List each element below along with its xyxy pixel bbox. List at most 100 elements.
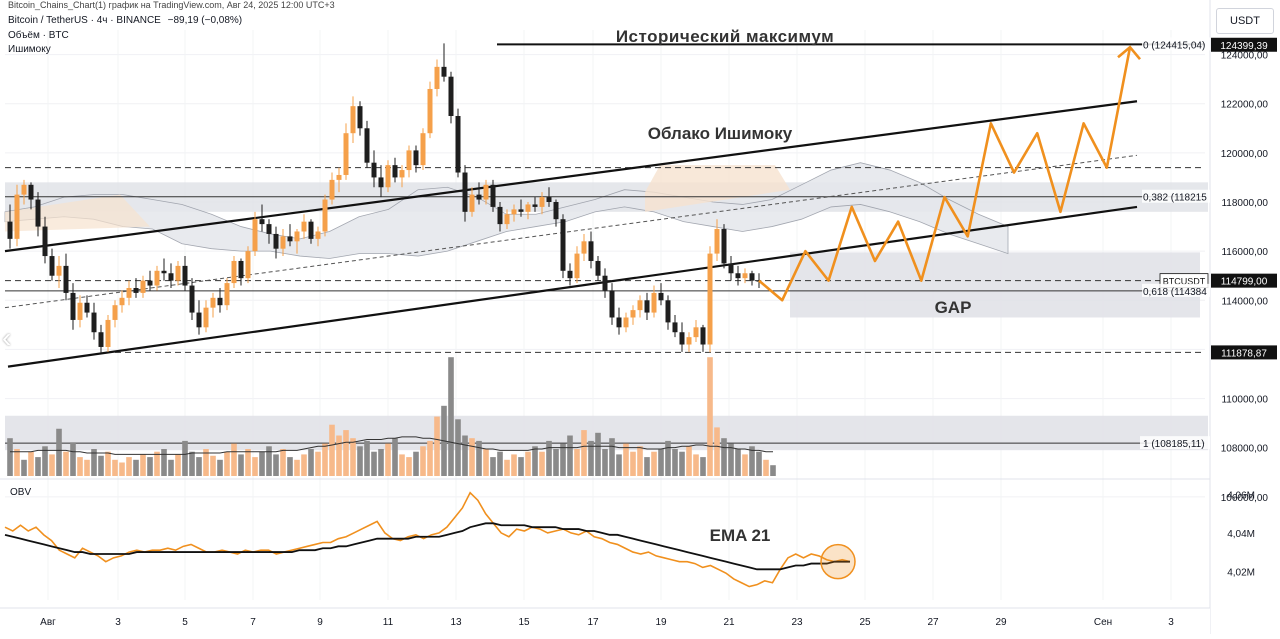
projection-line (758, 46, 1132, 302)
candle-body (245, 251, 251, 279)
obv-indicator-label[interactable]: OBV (10, 487, 32, 498)
time-tick-label: 11 (383, 617, 394, 628)
volume-bar (294, 459, 300, 476)
candle-body (749, 273, 755, 281)
volume-bar (546, 440, 552, 476)
candle-body (707, 253, 713, 345)
lower-channel-line (7, 205, 1138, 368)
candle-body (434, 66, 440, 89)
volume-bar (427, 440, 433, 476)
obv-highlight-circle (820, 543, 856, 580)
volume-bar (581, 430, 587, 476)
fib-level-label: 0,382 (118215 (1143, 193, 1207, 204)
price-label-box (1211, 345, 1277, 360)
candle-body (469, 194, 475, 212)
fib-label-bg (1142, 283, 1210, 297)
candle-body (588, 241, 594, 261)
mid-channel-line (4, 154, 1138, 309)
candle-body (406, 150, 412, 171)
volume-bar (35, 457, 41, 476)
time-tick-label: 7 (250, 617, 256, 628)
volume-bar (749, 446, 755, 476)
chevron-left-icon[interactable]: ‹ (2, 322, 12, 353)
candle-body (658, 292, 664, 301)
volume-bar (609, 438, 615, 476)
volume-bar (469, 438, 475, 476)
candle-body (581, 241, 587, 254)
candle-body (28, 184, 34, 200)
candle-body (679, 332, 685, 345)
time-tick-label: 13 (450, 617, 462, 628)
candle-body (203, 307, 209, 328)
volume-bar (112, 459, 118, 476)
candle-body (714, 229, 720, 254)
volume-bar (315, 451, 321, 476)
price-label-box (1211, 273, 1277, 288)
volume-bar (721, 438, 727, 476)
candle-body (518, 209, 524, 212)
volume-bar (245, 449, 251, 476)
cloud-annotation: Облако Ишимоку (648, 124, 793, 143)
candle-body (693, 327, 699, 338)
volume-bar (728, 443, 734, 476)
volume-bar (182, 440, 188, 476)
symbol-name[interactable]: Bitcoin / TetherUS · 4ч · BINANCE (8, 15, 161, 26)
volume-bar (476, 440, 482, 476)
volume-bar (105, 451, 111, 476)
candle-body (252, 219, 258, 252)
volume-bar (49, 454, 55, 476)
volume-bar (567, 435, 573, 476)
candle-body (161, 270, 167, 274)
volume-bar (588, 440, 594, 476)
price-tick-label: 118000,00 (1221, 198, 1268, 209)
candle-body (77, 302, 83, 320)
candle-body (98, 332, 104, 347)
candle-body (63, 265, 69, 293)
time-tick-label: 9 (317, 617, 323, 628)
volume-bar (301, 454, 307, 476)
volume-bar (735, 449, 741, 476)
gap-zone (790, 252, 1200, 318)
gap-annotation: GAP (935, 298, 972, 317)
candle-body (343, 133, 349, 175)
candle-body (665, 300, 671, 323)
volume-bar (133, 459, 139, 476)
candle-body (91, 312, 97, 333)
time-tick-label: 3 (1168, 617, 1174, 628)
volume-bar (217, 459, 223, 476)
volume-bar (175, 454, 181, 476)
volume-bar (273, 454, 279, 476)
ichimoku-indicator-label[interactable]: Ишимоку (8, 44, 51, 55)
candle-body (84, 302, 90, 313)
volume-bar (196, 457, 202, 476)
candle-body (14, 194, 20, 239)
candle-body (483, 184, 489, 200)
volume-bar (700, 457, 706, 476)
candle-body (315, 231, 321, 239)
volume-bar (140, 454, 146, 476)
price-label-text: 111878,87 (1221, 348, 1267, 359)
candle-body (70, 292, 76, 320)
candle-body (329, 179, 335, 200)
volume-bar (252, 457, 258, 476)
candle-body (189, 285, 195, 313)
candle-body (441, 66, 447, 77)
candle-body (371, 162, 377, 178)
volume-bar (483, 449, 489, 476)
candle-body (210, 297, 216, 308)
candle-body (686, 337, 692, 345)
volume-bar (28, 451, 34, 476)
obv-tick-label: 4,02M (1227, 567, 1255, 578)
candle-body (574, 253, 580, 279)
volume-bar (364, 440, 370, 476)
time-tick-label: 3 (115, 617, 121, 628)
volume-bar (665, 440, 671, 476)
currency-unit-button[interactable]: USDT (1216, 8, 1274, 34)
volume-bar (308, 449, 314, 476)
time-tick-label: 23 (791, 617, 803, 628)
time-tick-label: 27 (927, 617, 939, 628)
candle-body (420, 133, 426, 166)
volume-indicator-label[interactable]: Объём · BTC (8, 30, 69, 41)
volume-bar (686, 446, 692, 476)
